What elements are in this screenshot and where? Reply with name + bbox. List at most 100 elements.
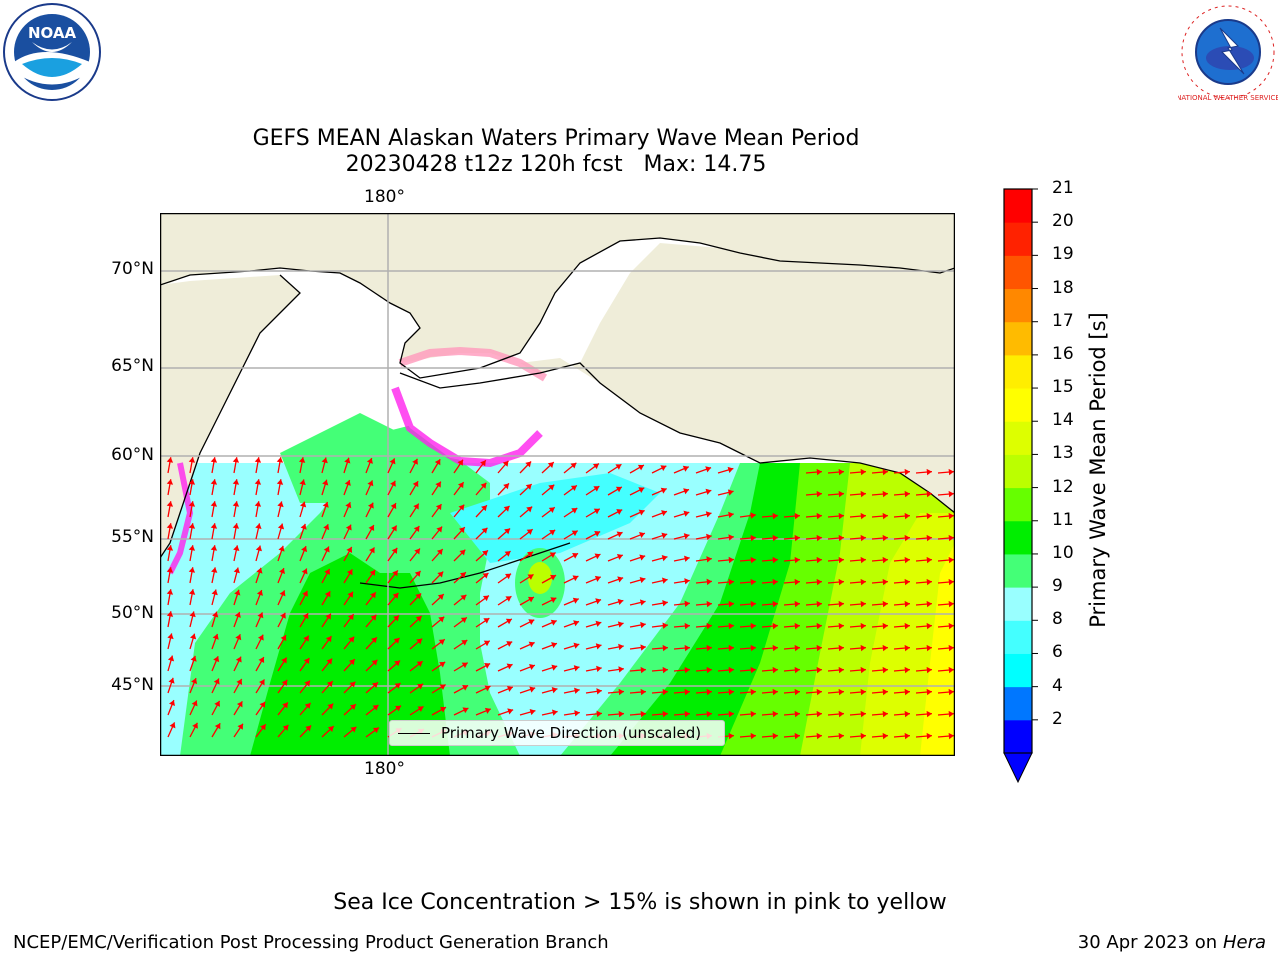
wave-arrow-head xyxy=(794,732,800,740)
wave-arrow-head xyxy=(438,639,445,645)
wave-arrow-head xyxy=(948,732,954,740)
wave-arrow-head xyxy=(480,482,487,489)
wave-arrow-head xyxy=(860,468,866,476)
wave-arrow-head xyxy=(727,466,734,474)
colorbar-tick-label: 20 xyxy=(1052,211,1074,232)
wave-arrow-head xyxy=(370,592,376,599)
wave-arrow-head xyxy=(166,611,174,617)
colorbar-tick-label: 6 xyxy=(1052,642,1063,663)
wave-arrow-head xyxy=(684,710,690,718)
wave-arrow-head xyxy=(461,662,468,669)
wave-arrow-head xyxy=(233,567,240,574)
wave-arrow-head xyxy=(904,490,910,498)
map-legend: Primary Wave Direction (unscaled) xyxy=(389,720,725,746)
wave-arrow-head xyxy=(324,591,331,598)
wave-arrow-head xyxy=(459,549,466,556)
wave-arrow-head xyxy=(257,612,264,619)
colorbar-segment xyxy=(1004,487,1032,522)
wave-arrow-head xyxy=(662,666,668,674)
wave-arrow-head xyxy=(816,600,822,608)
wave-arrow-head xyxy=(596,665,602,673)
wave-arrow-head xyxy=(662,710,668,718)
wave-arrow-head xyxy=(794,600,800,608)
lat-label-50: 50°N xyxy=(111,603,154,623)
wave-arrow-head xyxy=(435,504,442,511)
wave-arrow-head xyxy=(573,665,580,672)
wave-arrow-head xyxy=(860,666,866,674)
colorbar-tick-label: 13 xyxy=(1052,443,1074,464)
wave-arrow-head xyxy=(390,480,396,487)
wave-arrow-head xyxy=(706,533,712,541)
lon-label-bottom: 180° xyxy=(364,759,405,779)
wave-arrow-head xyxy=(728,600,734,608)
wave-arrow-head xyxy=(300,501,307,508)
wave-arrow-head xyxy=(706,622,712,630)
wave-arrow-head xyxy=(236,701,243,708)
wave-arrow-head xyxy=(549,552,556,558)
wave-arrow-head xyxy=(750,688,756,696)
sea-ice-edge-north xyxy=(398,346,548,382)
wave-arrow-head xyxy=(661,532,668,539)
wave-arrow-head xyxy=(211,567,218,573)
wave-arrow-head xyxy=(457,482,464,489)
wave-arrow-head xyxy=(212,633,219,640)
colorbar-tick-label: 16 xyxy=(1052,343,1074,364)
wave-arrow-head xyxy=(615,486,622,493)
wave-arrow-head xyxy=(526,529,533,535)
wave-arrow-head xyxy=(438,616,445,623)
wave-arrow-head xyxy=(188,589,196,595)
wave-arrow-head xyxy=(302,590,308,597)
wave-arrow-head xyxy=(750,622,756,630)
wave-arrow-head xyxy=(345,502,352,509)
wave-arrow-head xyxy=(926,732,932,740)
wave-arrow-head xyxy=(346,569,353,576)
wave-arrow-head xyxy=(574,710,580,717)
wave-arrow-head xyxy=(214,700,220,707)
wave-arrow-head xyxy=(234,611,241,618)
wave-arrow-head xyxy=(371,637,377,644)
wave-arrow-head xyxy=(904,644,910,652)
wave-arrow-head xyxy=(838,578,844,586)
wave-arrow-head xyxy=(255,545,263,552)
wave-arrow-head xyxy=(595,598,602,605)
wave-arrow-head xyxy=(882,534,888,542)
wave-arrow-head xyxy=(750,600,756,608)
wave-arrow-head xyxy=(167,633,174,640)
wave-arrow-head xyxy=(816,512,822,520)
wave-arrow-head xyxy=(904,622,910,630)
wave-arrow-head xyxy=(506,685,513,692)
period-band-coastal-cyan xyxy=(450,473,660,563)
wave-arrow-head xyxy=(750,534,756,542)
wave-arrow-head xyxy=(210,523,218,529)
wave-arrow-head xyxy=(484,707,491,714)
wave-arrow-head xyxy=(235,634,242,641)
wave-arrow-head xyxy=(662,622,668,629)
wave-arrow-head xyxy=(350,726,357,733)
wave-arrow-head xyxy=(393,615,400,622)
wave-arrow-head xyxy=(458,527,465,534)
wave-arrow-head xyxy=(794,688,800,696)
wave-arrow-head xyxy=(213,656,220,663)
wave-arrow-head xyxy=(482,572,489,579)
sea-ice-patch xyxy=(395,353,545,463)
wave-arrow-head xyxy=(882,512,888,520)
wave-arrow-head xyxy=(549,529,556,536)
wave-arrow-head xyxy=(904,578,910,586)
wave-arrow-head xyxy=(366,458,373,464)
wave-arrow-head xyxy=(413,503,419,510)
wave-arrow-head xyxy=(303,635,309,642)
colorbar-segment xyxy=(1004,719,1032,754)
wave-arrow-head xyxy=(211,589,218,596)
wave-arrow-head xyxy=(254,479,262,485)
wave-arrow-head xyxy=(637,464,644,471)
land-siberia-south xyxy=(160,275,300,558)
wave-arrow-head xyxy=(325,613,331,620)
colorbar-segment xyxy=(1004,354,1032,389)
wave-arrow-head xyxy=(772,688,778,696)
wave-arrow-head xyxy=(948,512,954,520)
wave-arrow-head xyxy=(259,679,265,686)
wave-arrow-head xyxy=(189,611,196,618)
colorbar-tick-label: 2 xyxy=(1052,708,1063,729)
wave-arrow-head xyxy=(504,551,511,557)
wave-arrow-head xyxy=(617,598,624,606)
